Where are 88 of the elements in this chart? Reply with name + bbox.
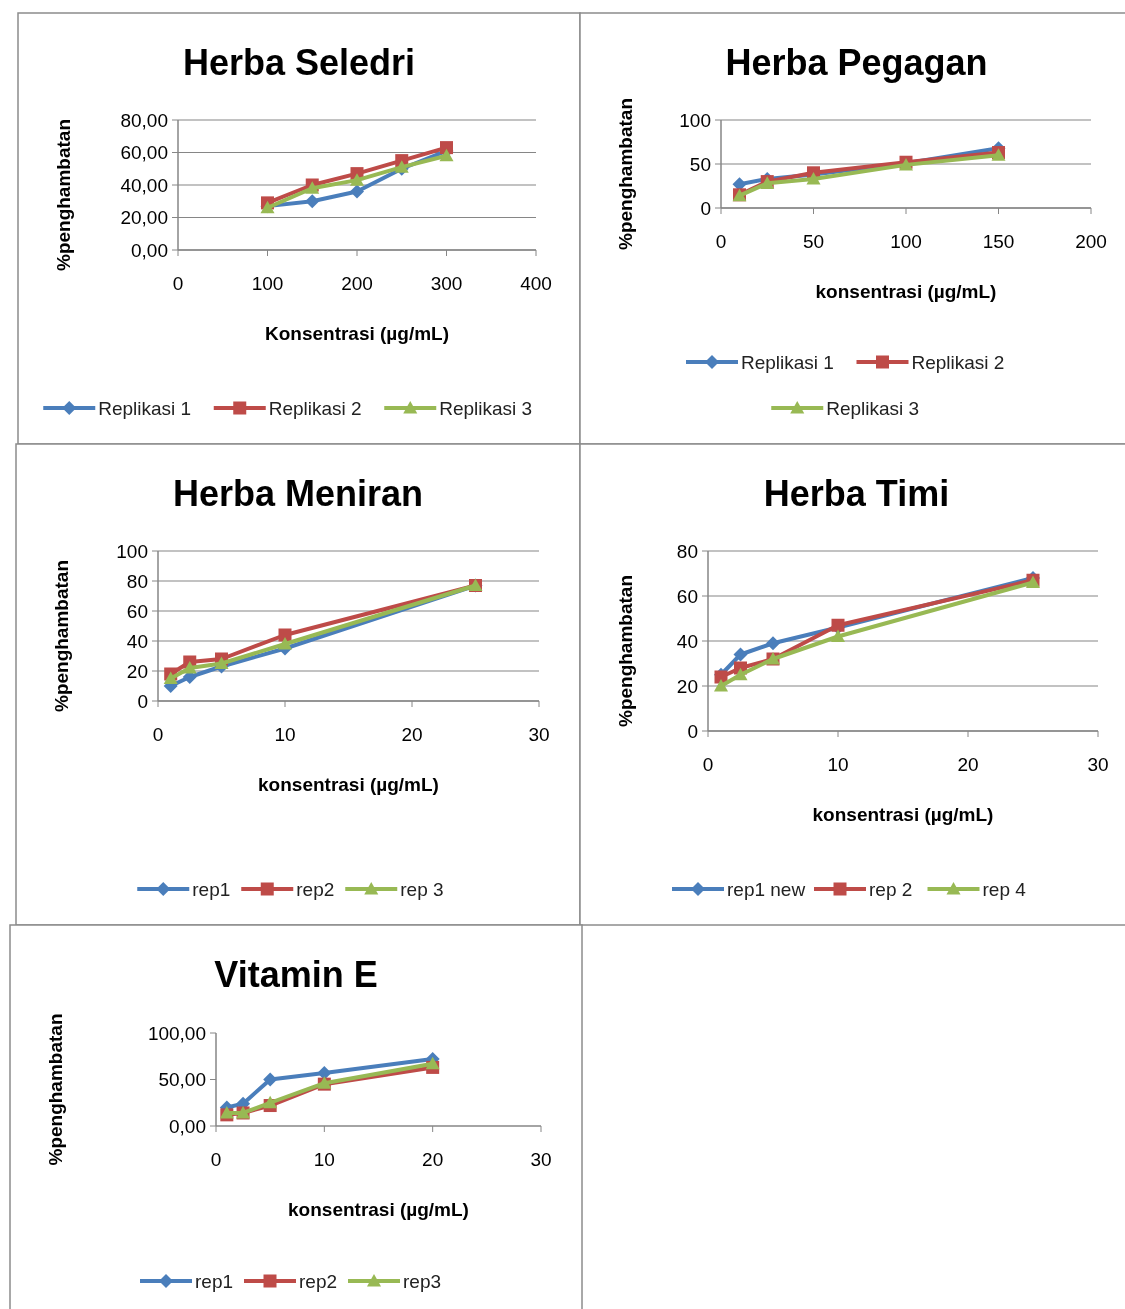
legend-label: rep 3 (400, 878, 444, 900)
y-tick-label: 80 (676, 540, 698, 562)
point (214, 656, 229, 670)
chart-title: Herba Pegagan (725, 42, 988, 83)
chart-title: Herba Meniran (172, 473, 424, 514)
point (278, 637, 292, 650)
x-axis-title: konsentrasi (µg/mL) (812, 804, 994, 825)
legend-label: rep 4 (982, 878, 1027, 900)
y-tick-label: 0,00 (131, 239, 168, 261)
y-tick-label: 40,00 (120, 174, 168, 196)
y-axis-title: %penghambatan (45, 1013, 66, 1166)
chart-title: Herba Seledri (182, 42, 416, 83)
legend-label: Replikasi 2 (268, 397, 362, 419)
point (425, 1056, 440, 1070)
point (263, 1095, 278, 1109)
legend-label: Replikasi 2 (911, 351, 1005, 373)
point (766, 636, 780, 651)
y-tick-label: 80,00 (120, 109, 168, 131)
y-tick-label: 80 (126, 570, 148, 592)
legend-label: rep2 (296, 878, 335, 900)
x-axis-title: Konsentrasi (µg/mL) (264, 323, 450, 344)
legend-label: rep1 new (727, 878, 806, 900)
y-tick-label: 50 (689, 153, 711, 175)
point (163, 671, 178, 685)
legend-label: rep1 (192, 878, 231, 900)
legend-label: rep1 (195, 1270, 234, 1292)
x-tick-label: 50 (802, 231, 825, 252)
y-tick-label: 0 (700, 197, 711, 219)
y-axis-title: %penghambatan (51, 559, 72, 713)
y-tick-label: 20,00 (120, 207, 168, 229)
y-tick-label: 60,00 (120, 142, 168, 164)
y-tick-label: 50,00 (158, 1069, 206, 1091)
x-tick-label: 200 (341, 273, 373, 294)
x-axis-title: konsentrasi (µg/mL) (258, 774, 439, 795)
point (733, 667, 748, 681)
point (350, 184, 364, 199)
legend-label: Replikasi 3 (439, 397, 533, 419)
x-axis-title: konsentrasi (µg/mL) (288, 1199, 469, 1220)
point (182, 661, 197, 674)
point (831, 629, 845, 643)
legend-label: rep 2 (869, 878, 913, 900)
legend-label: rep2 (299, 1270, 338, 1292)
y-axis-title: %penghambatan (53, 118, 74, 272)
x-tick-label: 100 (251, 273, 284, 294)
x-tick-label: 150 (982, 231, 1015, 252)
y-tick-label: 60 (676, 585, 698, 607)
x-tick-label: 100 (890, 231, 922, 252)
point (733, 647, 748, 662)
x-tick-label: 400 (520, 273, 552, 294)
y-axis-title: %penghambatan (615, 97, 636, 251)
chart-title: Vitamin E (214, 954, 378, 995)
x-tick-label: 0 (210, 1149, 222, 1170)
y-tick-label: 40 (126, 630, 148, 652)
x-tick-label: 30 (1087, 754, 1109, 775)
y-tick-label: 100 (679, 109, 711, 131)
x-tick-label: 200 (1075, 231, 1107, 252)
y-tick-label: 20 (676, 675, 698, 697)
x-tick-label: 0 (715, 231, 727, 252)
point (714, 679, 728, 692)
x-tick-label: 30 (530, 1149, 552, 1170)
chart-title: Herba Timi (763, 473, 950, 514)
x-tick-label: 20 (422, 1149, 444, 1170)
point (317, 1065, 332, 1080)
y-tick-label: 0 (137, 690, 148, 712)
x-axis-title: konsentrasi (µg/mL) (815, 281, 997, 302)
legend-label: Replikasi 3 (826, 397, 920, 419)
legend-label: Replikasi 1 (98, 397, 192, 419)
legend-label: Replikasi 1 (741, 351, 834, 373)
legend-label: rep3 (403, 1270, 442, 1292)
x-tick-label: 10 (313, 1149, 335, 1170)
y-tick-label: 0,00 (169, 1115, 206, 1137)
point (806, 171, 821, 185)
y-tick-label: 100 (116, 540, 148, 562)
point (263, 1072, 278, 1087)
y-axis-title: %penghambatan (615, 574, 636, 728)
point (305, 194, 320, 209)
x-tick-label: 300 (430, 273, 463, 294)
x-tick-label: 20 (401, 724, 423, 745)
x-tick-label: 10 (274, 724, 296, 745)
point (439, 148, 454, 162)
y-tick-label: 40 (676, 630, 698, 652)
y-tick-label: 20 (126, 660, 148, 682)
y-tick-label: 100,00 (147, 1022, 206, 1044)
point (350, 173, 364, 186)
x-tick-label: 20 (957, 754, 979, 775)
y-tick-label: 60 (126, 600, 148, 622)
x-tick-label: 10 (827, 754, 849, 775)
x-tick-label: 30 (528, 724, 550, 745)
